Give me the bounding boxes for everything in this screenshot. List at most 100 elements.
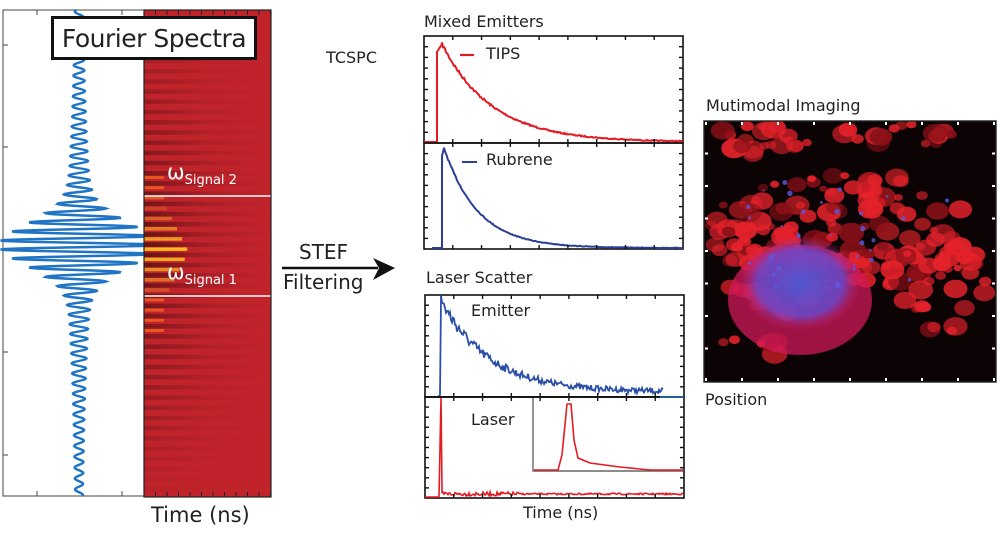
blue-fluorescence-spot [855,254,859,258]
blue-fluorescence-spot [853,263,856,267]
position-axis-label: Position [705,390,768,409]
laser-time-axis-label: Time (ns) [523,503,599,522]
cell-feature [788,140,804,152]
blue-fluorescence-spot [829,234,832,237]
imaging-title: Mutimodal Imaging [706,96,861,115]
cell-feature [710,121,735,140]
x-tick [993,378,995,381]
mixed-emitters-title: Mixed Emitters [424,12,544,31]
blue-fluorescence-spot [746,204,751,209]
heatmap-stripe [144,222,271,227]
blue-fluorescence-spot [768,258,772,262]
y-tick [705,185,708,187]
x-tick [957,122,959,125]
laser-inset [532,397,683,472]
x-tick [885,122,887,125]
x-tick [705,122,707,125]
heatmap-stripe [144,405,271,411]
cell-feature [838,122,858,137]
omega-signal2-label: ωSignal 2 [167,160,237,188]
tcspc-label: TCSPC [326,48,377,67]
blue-fluorescence-spot [859,240,865,246]
blue-fluorescence-spot [748,261,752,265]
rubrene-legend-label: Rubrene [486,150,553,169]
heatmap-stripe [144,191,271,196]
signal1-subscript: Signal 1 [184,273,237,289]
y-tick [705,282,708,285]
heatmap-bright-band [144,278,175,282]
omega-symbol: ω [167,260,185,284]
cell-feature [927,321,941,333]
cell-feature [729,335,740,345]
y-tick [705,347,708,350]
cell-feature [869,128,893,146]
omega-symbol: ω [167,160,185,184]
cell-feature [894,194,903,201]
heatmap-frame [143,9,272,498]
cell-feature [953,242,964,251]
heatmap-stripe [144,375,271,380]
laser-scatter-title: Laser Scatter [426,268,533,287]
heatmap-stripe [144,262,271,268]
heatmap-bright-band [144,267,180,272]
tips-plot [423,35,684,144]
heatmap-stripe [144,466,271,472]
cell-feature [840,172,850,180]
cell-feature [765,222,775,231]
heatmap-stripe [144,273,271,278]
cell-feature [946,130,957,139]
cell-feature [918,302,932,313]
y-tick [992,185,995,187]
tips-legend-label: TIPS [486,44,521,63]
heatmap-stripe [144,334,271,339]
stef-arrow [282,258,395,280]
heatmap-stripe [144,171,271,176]
blue-fluorescence-spot [820,201,823,204]
cell-feature [722,226,736,237]
cell-feature [857,199,884,219]
blue-fluorescence-spot [907,278,911,282]
cell-feature [825,187,837,197]
x-tick [777,378,779,381]
x-tick [885,378,887,381]
emitter-label: Emitter [471,301,531,320]
tcspc-axis-ticks [424,36,683,249]
heatmap-stripe [144,252,271,258]
cell-feature [885,168,909,187]
cell-feature [948,200,973,219]
cell-feature [759,141,770,150]
heatmap-stripe [144,385,271,390]
heatmap-stripe [144,79,271,84]
omega-signal1-label: ωSignal 1 [167,260,237,288]
filtering-label: Filtering [283,270,364,294]
heatmap-bright-band [144,176,164,179]
cell-feature [876,241,889,251]
heatmap-stripe [144,354,271,360]
heatmap-bright-band [144,206,167,211]
cell-feature [946,326,958,335]
heatmap-stripe [144,130,271,135]
laser-plot [424,396,685,499]
fourier-spectra-label: Fourier Spectra [61,23,247,53]
cell-feature [826,232,838,242]
blue-fluorescence-spot [776,265,782,271]
heatmap-stripe [144,181,271,186]
heatmap-stripe [144,69,271,74]
cell-feature [888,124,900,133]
heatmap-stripe [144,58,271,64]
y-tick [992,152,995,155]
cell-feature [783,206,792,213]
cell-feature [899,230,921,247]
heatmap-bright-band [144,237,183,241]
cell-feature [932,257,951,272]
blue-fluorescence-spot [852,267,856,271]
y-tick [705,250,708,252]
cell-feature [959,253,982,271]
blue-fluorescence-spot [859,211,864,216]
cell-feature [973,284,996,302]
heatmap-bright-band [144,196,164,200]
tips-decay-curve [424,42,684,143]
blue-fluorescence-spot [804,254,807,257]
blue-fluorescence-spot [787,190,793,196]
